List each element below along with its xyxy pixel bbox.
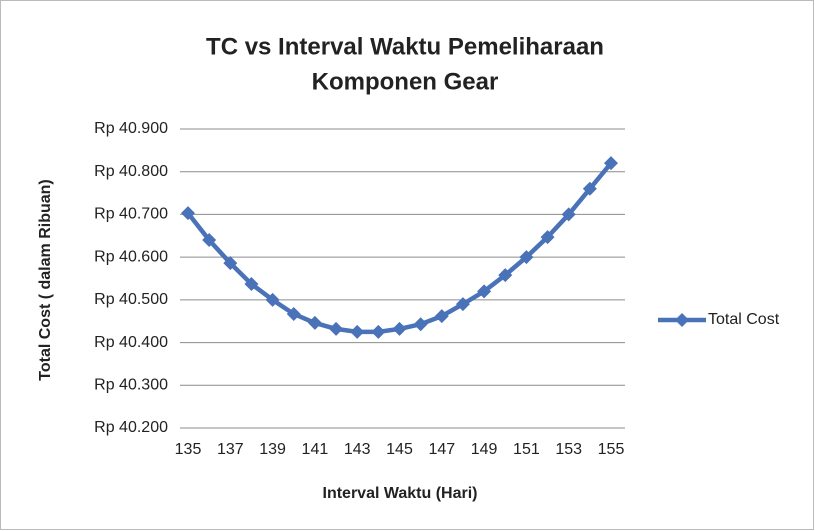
x-tick-label: 151 bbox=[513, 441, 540, 458]
x-tick-label: 135 bbox=[175, 441, 202, 458]
marker bbox=[604, 156, 618, 171]
y-tick-label: Rp 40.300 bbox=[94, 377, 168, 394]
marker bbox=[265, 292, 280, 307]
marker bbox=[561, 207, 576, 222]
y-tick-label: Rp 40.600 bbox=[94, 248, 168, 265]
marker bbox=[413, 317, 428, 332]
marker bbox=[519, 250, 534, 265]
chart-title: TC vs Interval Waktu Pemeliharaan bbox=[206, 33, 604, 60]
x-tick-label: 143 bbox=[344, 441, 371, 458]
marker bbox=[498, 268, 513, 283]
x-axis-title: Interval Waktu (Hari) bbox=[323, 485, 478, 502]
legend-marker bbox=[675, 313, 689, 327]
y-tick-label: Rp 40.400 bbox=[94, 334, 168, 351]
y-axis-title: Total Cost ( dalam Ribuan) bbox=[37, 179, 54, 380]
marker bbox=[307, 315, 322, 330]
marker bbox=[434, 309, 449, 324]
marker bbox=[582, 181, 597, 196]
x-tick-label: 145 bbox=[386, 441, 413, 458]
marker bbox=[329, 321, 344, 336]
y-tick-label: Rp 40.700 bbox=[94, 206, 168, 223]
marker bbox=[223, 256, 238, 271]
y-tick-label: Rp 40.900 bbox=[94, 120, 168, 137]
marker bbox=[455, 297, 470, 312]
x-tick-label: 137 bbox=[217, 441, 244, 458]
x-tick-label: 155 bbox=[598, 441, 625, 458]
marker bbox=[202, 233, 217, 248]
marker bbox=[371, 324, 386, 339]
x-tick-label: 147 bbox=[428, 441, 455, 458]
marker bbox=[350, 324, 365, 339]
marker bbox=[477, 284, 492, 299]
marker bbox=[286, 306, 301, 321]
y-tick-label: Rp 40.500 bbox=[94, 291, 168, 308]
y-tick-label: Rp 40.800 bbox=[94, 163, 168, 180]
x-tick-label: 141 bbox=[302, 441, 329, 458]
marker bbox=[244, 277, 259, 292]
marker bbox=[392, 321, 407, 336]
y-tick-label: Rp 40.200 bbox=[94, 419, 168, 436]
marker bbox=[181, 206, 195, 221]
marker bbox=[540, 230, 555, 245]
chart-title: Komponen Gear bbox=[312, 68, 499, 95]
legend-label: Total Cost bbox=[708, 311, 780, 328]
x-tick-label: 149 bbox=[471, 441, 498, 458]
x-tick-label: 153 bbox=[555, 441, 582, 458]
x-tick-label: 139 bbox=[259, 441, 286, 458]
